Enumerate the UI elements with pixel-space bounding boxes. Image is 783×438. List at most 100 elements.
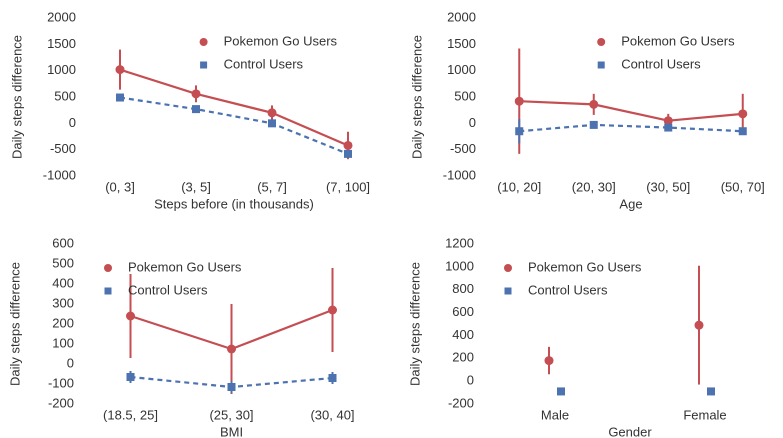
x-tick-label: (7, 100] [326, 179, 370, 194]
x-tick-label: (25, 30] [209, 407, 253, 422]
y-tick-label: -500 [450, 141, 476, 156]
legend-marker [597, 38, 606, 46]
y-tick-label: 100 [52, 335, 74, 350]
y-tick-label: 2000 [447, 9, 476, 24]
subplot: -1000 -500 0 500 1000 1500 2000 (10, 20] (20, 30… [409, 9, 764, 211]
legend-marker [199, 38, 208, 46]
x-tick-label: (3, 5] [181, 179, 211, 194]
marker [126, 373, 135, 381]
subplot: -1000 -500 0 500 1000 1500 2000 (0, 3] (3, 5] (5,… [9, 9, 370, 211]
marker [344, 149, 352, 158]
y-tick-label: 1000 [47, 62, 76, 77]
marker [514, 96, 524, 106]
y-tick-label: 2000 [47, 9, 76, 24]
y-tick-label: 500 [454, 88, 476, 103]
legend-marker [504, 264, 512, 272]
legend-label: Control Users [128, 282, 208, 297]
legend-marker [200, 61, 208, 69]
marker [126, 311, 135, 321]
y-axis-label: Daily steps difference [9, 35, 24, 159]
y-tick-label: -1000 [43, 167, 76, 182]
x-axis-label: Steps before (in thousands) [154, 196, 314, 211]
marker [738, 127, 747, 136]
marker [664, 123, 673, 132]
series-line [119, 68, 349, 147]
y-tick-label: -100 [48, 375, 74, 390]
marker [267, 108, 277, 118]
y-tick-label: 400 [52, 275, 74, 290]
series-line [119, 96, 349, 155]
y-tick-label: 500 [52, 255, 74, 270]
legend-marker [104, 287, 112, 295]
y-tick-label: 600 [452, 304, 474, 319]
y-tick-label: 600 [52, 235, 74, 250]
marker [192, 105, 200, 114]
marker [589, 120, 598, 129]
y-tick-label: 0 [469, 115, 476, 130]
marker [515, 127, 524, 136]
y-tick-label: 0 [467, 373, 474, 388]
marker [544, 356, 554, 366]
marker [557, 387, 565, 396]
y-tick-label: 1500 [47, 36, 76, 51]
marker [227, 383, 236, 391]
marker [707, 387, 715, 396]
legend-label: Control Users [621, 56, 701, 71]
legend-label: Control Users [528, 282, 608, 297]
marker [116, 93, 124, 102]
y-tick-label: 1000 [445, 258, 474, 273]
x-tick-label: Female [683, 407, 726, 422]
marker [738, 109, 748, 119]
marker [268, 119, 276, 128]
y-axis-label: Daily steps difference [7, 262, 22, 386]
y-tick-label: 500 [54, 88, 76, 103]
y-tick-label: 1500 [447, 36, 476, 51]
legend-marker [597, 61, 605, 69]
y-tick-label: 0 [67, 355, 74, 370]
marker [663, 116, 673, 126]
x-axis-label: Gender [608, 424, 652, 438]
x-tick-label: (30, 50] [646, 179, 690, 194]
x-tick-label: (10, 20] [497, 179, 541, 194]
y-tick-label: -1000 [443, 167, 476, 182]
legend-label: Control Users [224, 56, 304, 71]
y-axis-label: Daily steps difference [409, 35, 424, 159]
legend-label: Pokemon Go Users [128, 259, 242, 274]
y-tick-label: -200 [448, 395, 474, 410]
y-tick-label: 1000 [447, 62, 476, 77]
marker [227, 344, 236, 354]
y-tick-label: 800 [452, 281, 474, 296]
y-tick-label: 0 [69, 115, 76, 130]
series-line [519, 123, 743, 133]
y-tick-label: -500 [50, 141, 76, 156]
subplot: -200 0 200 400 600 800 1000 1200 Male Female Gende… [407, 235, 726, 438]
marker [115, 65, 125, 75]
marker [328, 305, 337, 315]
y-tick-label: 200 [52, 315, 74, 330]
x-tick-label: (50, 70] [721, 179, 765, 194]
x-tick-label: (30, 40] [310, 407, 354, 422]
legend-label: Pokemon Go Users [528, 259, 642, 274]
legend-marker [504, 287, 512, 295]
marker [191, 89, 201, 99]
y-axis-label: Daily steps difference [407, 262, 422, 386]
x-tick-label: Male [541, 407, 569, 422]
x-tick-label: (0, 3] [105, 179, 135, 194]
x-axis-label: Age [619, 196, 642, 211]
y-tick-label: 1200 [445, 235, 474, 250]
legend-marker [104, 264, 112, 272]
marker [343, 140, 353, 150]
series-line [519, 100, 743, 122]
subplot: -200 -100 0 100 200 300 400 500 600 (18.5, 25] (25… [7, 235, 354, 438]
y-tick-label: 200 [452, 350, 474, 365]
legend-label: Pokemon Go Users [224, 33, 338, 48]
marker [328, 374, 337, 382]
x-tick-label: (5, 7] [257, 179, 287, 194]
y-tick-label: -200 [48, 395, 74, 410]
y-tick-label: 400 [452, 327, 474, 342]
x-tick-label: (20, 30] [572, 179, 616, 194]
x-tick-label: (18.5, 25] [103, 407, 158, 422]
marker [694, 320, 704, 330]
